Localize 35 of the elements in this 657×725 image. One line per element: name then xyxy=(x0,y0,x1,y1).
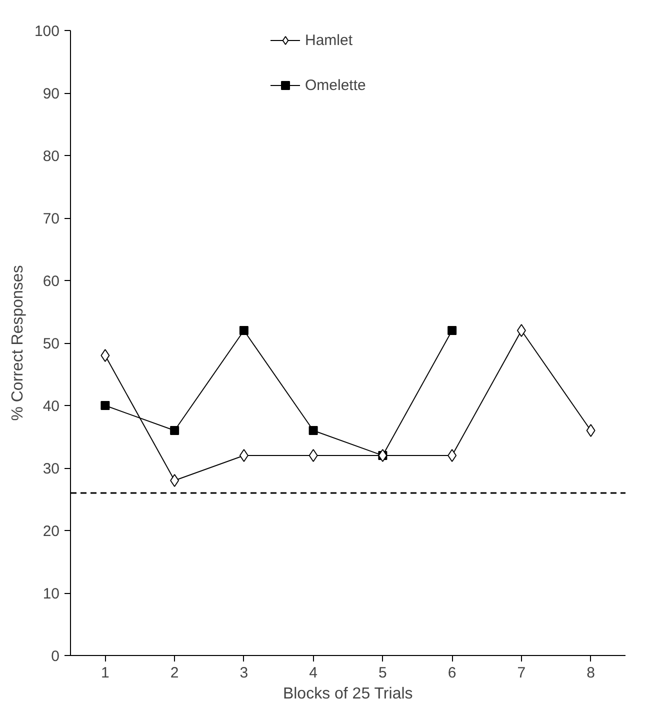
y-tick-label: 40 xyxy=(42,398,60,415)
x-tick-label: 6 xyxy=(448,664,456,682)
y-tick-label: 20 xyxy=(42,523,60,540)
point xyxy=(448,449,457,462)
y-tick-label: 90 xyxy=(42,86,60,102)
x-tick-label: 8 xyxy=(586,664,595,682)
point xyxy=(170,474,180,487)
y-axis-title: % Correct Responses xyxy=(9,265,26,421)
y-tick-label: 0 xyxy=(51,648,60,665)
x-tick-label: 5 xyxy=(378,664,387,682)
point xyxy=(586,424,596,437)
legend-label: Omelette xyxy=(305,76,366,94)
x-tick-label: 2 xyxy=(170,664,179,682)
point xyxy=(308,426,318,435)
y-tick-label: 100 xyxy=(34,23,60,40)
x-tick-label: 3 xyxy=(240,664,248,682)
y-tick-label: 60 xyxy=(42,273,60,290)
x-tick-label: 1 xyxy=(101,664,110,682)
legend-label: Hamlet xyxy=(305,32,353,48)
x-tick-label: 7 xyxy=(517,664,526,682)
y-tick-label: 50 xyxy=(42,336,60,352)
y-tick-label: 70 xyxy=(42,210,60,228)
point xyxy=(100,401,110,410)
point xyxy=(239,326,248,335)
point xyxy=(239,449,248,462)
point xyxy=(516,324,526,337)
point xyxy=(170,426,180,435)
point xyxy=(100,349,110,362)
point xyxy=(448,326,457,335)
x-tick-label: 4 xyxy=(309,664,318,682)
y-tick-label: 80 xyxy=(42,148,60,165)
y-tick-label: 10 xyxy=(42,586,60,602)
y-tick-label: 30 xyxy=(42,460,60,478)
point xyxy=(308,449,318,462)
x-axis-title: Blocks of 25 Trials xyxy=(282,686,413,702)
